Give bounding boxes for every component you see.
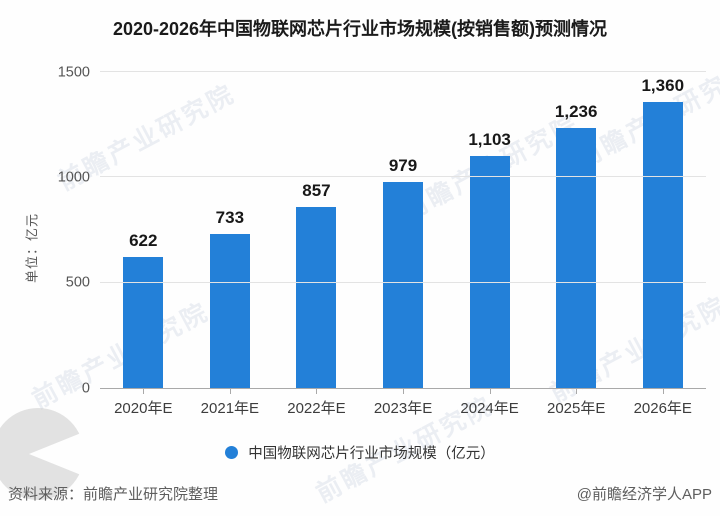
x-tick-label: 2021年E	[200, 400, 260, 417]
plot-area: 622 733 857 979 1,103 1,236 1,360 0 500 1000 1500	[58, 65, 706, 395]
bar-column: 622	[100, 72, 187, 394]
bar-value-label: 1,360	[641, 75, 685, 95]
chart-title: 2020-2026年中国物联网芯片行业市场规模(按销售额)预测情况	[112, 19, 608, 39]
source-text: 资料来源：前瞻产业研究院整理	[8, 486, 219, 503]
x-tick-mark	[403, 389, 405, 394]
bar	[296, 207, 337, 388]
bar-column: 857	[273, 72, 360, 394]
legend: 中国物联网芯片行业市场规模（亿元）	[0, 442, 720, 463]
x-tick-mark	[489, 389, 491, 394]
bar	[123, 256, 164, 388]
x-tick-label: 2020年E	[114, 400, 173, 417]
y-tick-label: 1000	[57, 169, 90, 186]
legend-dot-icon	[225, 446, 239, 459]
y-axis-unit-label: 单位：亿元	[24, 212, 40, 284]
bars-container: 622 733 857 979 1,103 1,236 1,360	[100, 72, 706, 394]
bar-value-label: 622	[129, 230, 158, 250]
x-tick-mark	[143, 389, 145, 394]
gridline	[100, 71, 706, 72]
x-tick-mark	[229, 389, 231, 394]
x-tick-mark	[316, 389, 318, 394]
bar	[469, 155, 510, 388]
bar-column: 733	[187, 72, 274, 394]
bar-column: 1,103	[446, 72, 533, 394]
x-tick-mark	[662, 389, 664, 394]
bar	[556, 127, 597, 388]
gridline	[100, 176, 706, 178]
bar-value-label: 1,103	[468, 129, 511, 149]
bar-value-label: 1,236	[554, 101, 598, 121]
footer: 资料来源：前瞻产业研究院整理 @前瞻经济学人APP	[8, 483, 712, 504]
bar	[383, 181, 424, 388]
y-tick-label: 0	[81, 379, 90, 396]
bar	[642, 101, 683, 388]
x-axis-labels: 2020年E 2021年E 2022年E 2023年E 2024年E 2025年E 2026…	[100, 397, 706, 418]
legend-label: 中国物联网芯片行业市场规模（亿元）	[248, 446, 495, 462]
x-tick-mark	[576, 389, 578, 394]
bar-column: 1,236	[533, 72, 620, 394]
bar-value-label: 733	[215, 207, 245, 227]
x-tick-label: 2023年E	[373, 400, 433, 417]
bar	[209, 233, 250, 388]
y-tick-label: 500	[65, 274, 90, 291]
y-tick-label: 1500	[57, 63, 90, 80]
x-tick-label: 2025年E	[546, 400, 606, 417]
credit-text: @前瞻经济学人APP	[576, 486, 712, 503]
bar-column: 1,360	[619, 72, 706, 394]
gridline	[100, 281, 706, 283]
bar-value-label: 979	[388, 155, 418, 175]
x-tick-label: 2022年E	[287, 400, 346, 417]
x-tick-label: 2024年E	[460, 400, 519, 417]
bar-value-label: 857	[302, 181, 331, 201]
bar-column: 979	[360, 72, 447, 394]
x-tick-label: 2026年E	[633, 400, 692, 417]
